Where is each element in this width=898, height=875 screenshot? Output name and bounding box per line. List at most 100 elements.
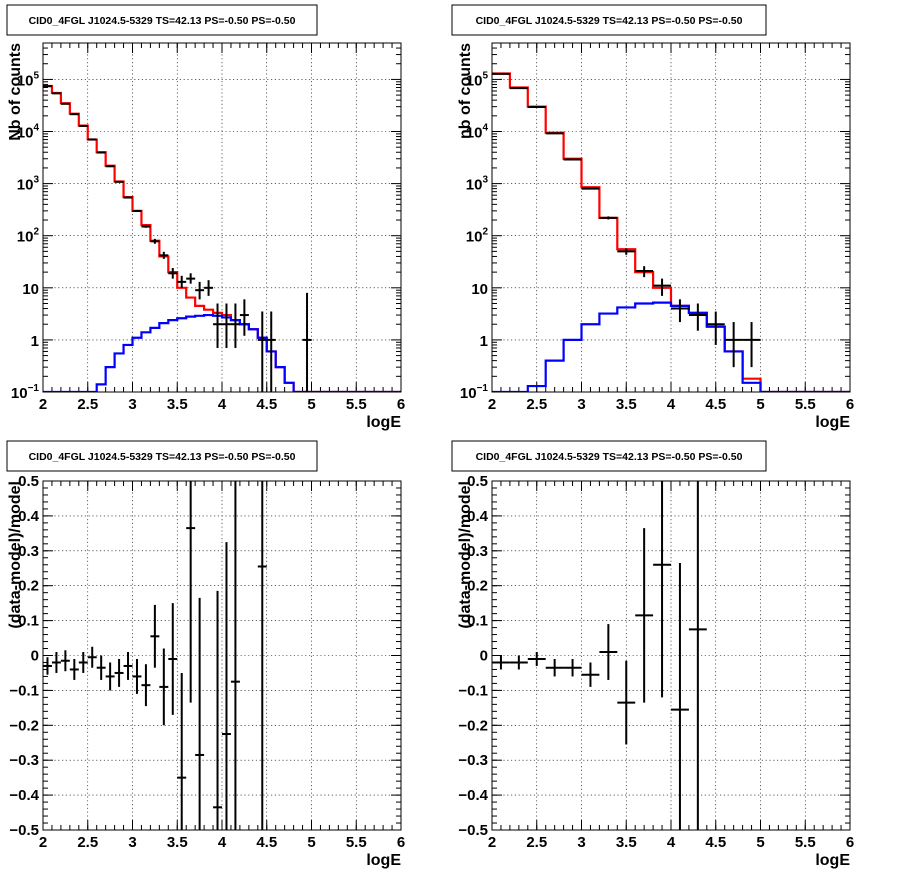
chart-panel-1: CID0_4FGL J1024.5-5329 TS=42.13 PS=-0.50… [6, 4, 405, 431]
x-axis-label: logE [366, 414, 401, 431]
data-point [96, 151, 106, 154]
x-tick-label: 5.5 [346, 396, 367, 413]
y-tick-label: −0.2 [9, 717, 39, 734]
y-tick-label: 102 [466, 227, 489, 246]
data-point [114, 658, 124, 687]
y-axis-label: (data-model)/model [457, 481, 474, 629]
x-tick-label: 4 [218, 834, 227, 851]
x-tick-label: 6 [397, 396, 405, 413]
x-tick-label: 4.5 [256, 396, 277, 413]
x-tick-label: 2 [39, 834, 47, 851]
data-point [60, 102, 70, 105]
y-tick-label: 102 [17, 227, 40, 246]
data-point [706, 311, 725, 345]
x-tick-label: 3 [128, 396, 136, 413]
x-tick-label: 5 [307, 396, 315, 413]
y-tick-label: 0.1 [18, 613, 39, 630]
data-point [599, 624, 618, 680]
x-tick-label: 4 [667, 834, 676, 851]
data-point [653, 481, 671, 698]
x-tick-label: 5.5 [346, 834, 367, 851]
data-point [617, 660, 636, 745]
y-tick-label: 0.2 [467, 578, 488, 595]
y-axis-label: Nb of counts [7, 43, 24, 141]
data-point [78, 124, 88, 127]
y-tick-label: 0.5 [467, 473, 488, 490]
chart-panel-2: CID0_4FGL J1024.5-5329 TS=42.13 PS=-0.50… [451, 4, 854, 431]
x-tick-label: 4 [218, 396, 227, 413]
chart-panel-4: CID0_4FGL J1024.5-5329 TS=42.13 PS=-0.50… [451, 440, 854, 869]
x-axis-label: logE [366, 852, 401, 869]
data-point [159, 251, 169, 259]
y-tick-label: 10−1 [11, 383, 40, 402]
x-tick-label: 3.5 [616, 834, 637, 851]
x-tick-label: 4.5 [256, 834, 277, 851]
data-point [635, 266, 654, 278]
data-point [257, 481, 267, 830]
y-tick-label: 10−1 [460, 383, 489, 402]
y-tick-label: 1 [480, 333, 488, 350]
data-point [168, 267, 178, 279]
data-point [78, 652, 88, 673]
title-box [6, 4, 318, 36]
data-point [599, 216, 618, 220]
data-point [581, 187, 600, 190]
x-tick-label: 5 [756, 834, 764, 851]
data-point [105, 165, 115, 168]
y-tick-label: −0.4 [9, 787, 39, 804]
data-point [213, 590, 222, 830]
data-point [150, 238, 160, 244]
x-tick-label: 4.5 [705, 834, 726, 851]
data-point [653, 278, 671, 296]
source-model-histogram [43, 313, 401, 392]
y-tick-label: −0.5 [458, 822, 488, 839]
data-point [60, 650, 70, 672]
data-point [195, 597, 205, 830]
data-point [688, 303, 707, 331]
y-tick-label: 10 [471, 281, 488, 298]
y-tick-label: 0.4 [467, 508, 489, 525]
y-tick-label: 1 [31, 333, 39, 350]
data-point [230, 481, 240, 830]
total-model-histogram [43, 84, 401, 392]
y-tick-label: −0.3 [9, 752, 39, 769]
y-tick-label: 103 [466, 175, 489, 194]
source-model-histogram [492, 301, 850, 392]
x-tick-label: 2.5 [526, 834, 547, 851]
data-point [132, 209, 142, 213]
data-point [222, 303, 231, 348]
chart-title: CID0_4FGL J1024.5-5329 TS=42.13 PS=-0.50… [476, 15, 743, 27]
plot-frame [491, 42, 851, 393]
x-tick-label: 3.5 [167, 396, 188, 413]
data-point [51, 652, 61, 673]
x-axis-label: logE [815, 852, 850, 869]
y-tick-label: 0.1 [467, 613, 488, 630]
data-point [545, 658, 564, 677]
data-point [222, 542, 231, 830]
x-tick-label: 2.5 [77, 396, 98, 413]
x-tick-label: 3 [128, 834, 136, 851]
data-point [688, 481, 707, 830]
x-tick-label: 2 [488, 834, 496, 851]
x-tick-label: 2.5 [526, 396, 547, 413]
data-point [141, 664, 151, 707]
chart-title: CID0_4FGL J1024.5-5329 TS=42.13 PS=-0.50… [29, 15, 296, 27]
data-point [581, 662, 600, 687]
plot-frame [42, 42, 402, 393]
x-tick-label: 3 [577, 396, 585, 413]
data-point [545, 132, 564, 135]
y-tick-label: −0.4 [458, 787, 488, 804]
data-point [186, 273, 196, 284]
data-point [617, 248, 636, 255]
chart-title: CID0_4FGL J1024.5-5329 TS=42.13 PS=-0.50… [29, 451, 296, 463]
data-point [563, 158, 582, 161]
data-point [724, 322, 743, 368]
y-tick-label: −0.1 [458, 682, 488, 699]
y-tick-label: 0.5 [18, 473, 39, 490]
data-point [69, 113, 79, 116]
title-box [451, 440, 767, 472]
x-tick-label: 2 [39, 396, 47, 413]
y-tick-label: 0.4 [18, 508, 40, 525]
data-point [213, 303, 222, 348]
x-tick-label: 6 [846, 396, 854, 413]
